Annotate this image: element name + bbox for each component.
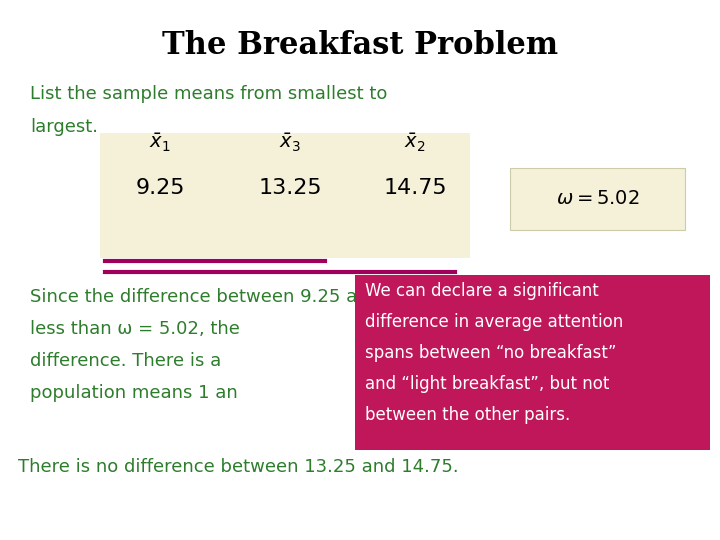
- Text: 9.25: 9.25: [135, 178, 185, 198]
- Text: spans between “no breakfast”: spans between “no breakfast”: [365, 344, 616, 362]
- Text: The Breakfast Problem: The Breakfast Problem: [162, 30, 558, 61]
- Text: $\bar{x}_2$: $\bar{x}_2$: [404, 132, 426, 154]
- Text: 13.25: 13.25: [258, 178, 322, 198]
- Text: Since the difference between 9.25 and 13.25 is: Since the difference between 9.25 and 13…: [30, 288, 458, 306]
- Text: population means 1 an: population means 1 an: [30, 384, 238, 402]
- Text: There is no difference between 13.25 and 14.75.: There is no difference between 13.25 and…: [18, 458, 459, 476]
- Text: difference in average attention: difference in average attention: [365, 313, 624, 331]
- Text: largest.: largest.: [30, 118, 98, 136]
- Text: difference. There is a: difference. There is a: [30, 352, 221, 370]
- FancyBboxPatch shape: [100, 133, 470, 258]
- FancyBboxPatch shape: [355, 275, 710, 450]
- Text: less than ω = 5.02, the: less than ω = 5.02, the: [30, 320, 240, 338]
- FancyBboxPatch shape: [510, 168, 685, 230]
- Text: List the sample means from smallest to: List the sample means from smallest to: [30, 85, 387, 103]
- Text: We can declare a significant: We can declare a significant: [365, 282, 599, 300]
- Text: 14.75: 14.75: [383, 178, 447, 198]
- Text: and “light breakfast”, but not: and “light breakfast”, but not: [365, 375, 609, 393]
- Text: $\bar{x}_1$: $\bar{x}_1$: [149, 132, 171, 154]
- Text: $\omega = 5.02$: $\omega = 5.02$: [556, 188, 639, 207]
- Text: $\bar{x}_3$: $\bar{x}_3$: [279, 132, 301, 154]
- Text: between the other pairs.: between the other pairs.: [365, 406, 570, 424]
